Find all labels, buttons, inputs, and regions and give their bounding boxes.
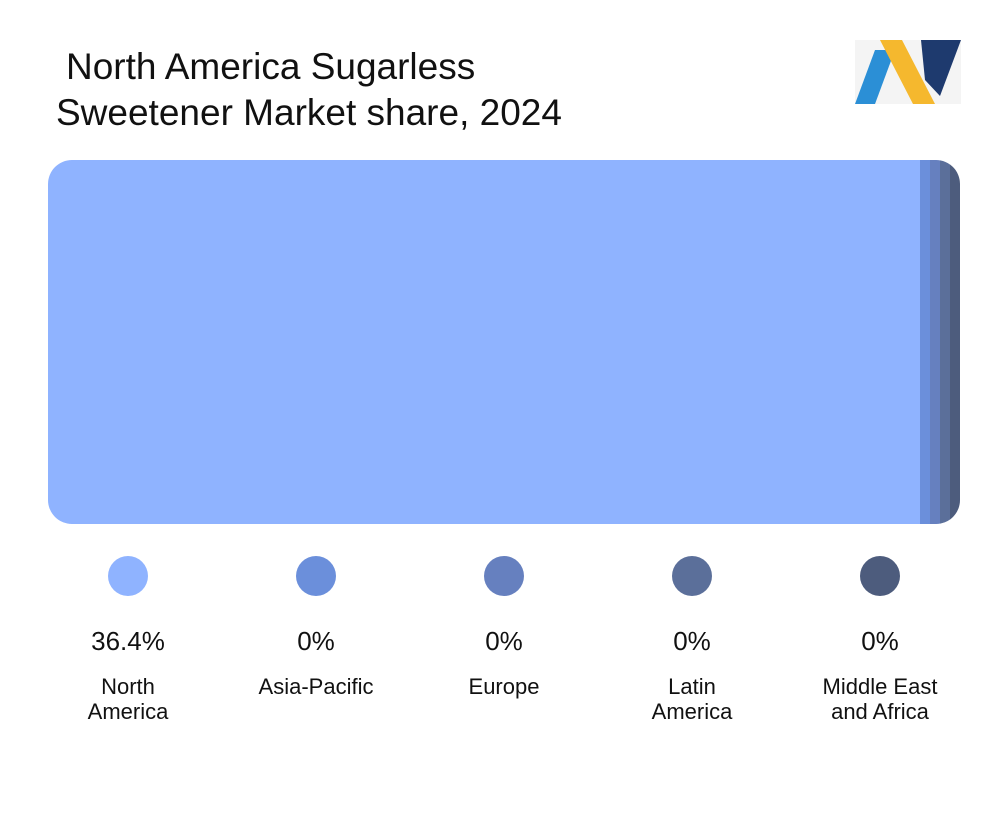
legend-label-latin-america: Latin America <box>651 674 733 724</box>
chart-title-line-2: Sweetener Market share, 2024 <box>56 92 562 133</box>
legend-value-middle-east-and-africa: 0% <box>861 626 899 656</box>
legend-value-asia-pacific: 0% <box>297 626 335 656</box>
legend-item-latin-america: 0% Latin America <box>598 556 786 724</box>
chart-title-line-1: North America Sugarless <box>66 46 476 87</box>
stacked-bar-chart <box>48 160 960 524</box>
legend-item-middle-east-and-africa: 0% Middle East and Africa <box>786 556 974 724</box>
legend-dot-middle-east-and-africa <box>860 556 900 596</box>
bar-segment-asia-pacific <box>920 160 931 524</box>
brand-logo-icon <box>855 40 961 104</box>
bar-segment-latin-america <box>940 160 951 524</box>
legend-item-asia-pacific: 0% Asia-Pacific <box>222 556 410 699</box>
bar-segment-north-america <box>48 160 921 524</box>
legend-dot-latin-america <box>672 556 712 596</box>
legend-item-north-america: 36.4% North America <box>34 556 222 724</box>
legend-dot-asia-pacific <box>296 556 336 596</box>
legend-value-latin-america: 0% <box>673 626 711 656</box>
legend-dot-europe <box>484 556 524 596</box>
legend-label-north-america: North America <box>87 674 169 724</box>
legend-label-middle-east-and-africa: Middle East and Africa <box>822 674 938 724</box>
legend-value-europe: 0% <box>485 626 523 656</box>
bar-segment-europe <box>930 160 941 524</box>
legend-label-asia-pacific: Asia-Pacific <box>258 674 374 699</box>
chart-title: North America Sugarless Sweetener Market… <box>56 44 562 136</box>
chart-legend: 36.4% North America 0% Asia-Pacific 0% Europe 0… <box>0 556 1008 756</box>
legend-dot-north-america <box>108 556 148 596</box>
legend-label-europe: Europe <box>468 674 540 699</box>
legend-value-north-america: 36.4% <box>91 626 165 656</box>
legend-item-europe: 0% Europe <box>410 556 598 699</box>
bar-segment-middle-east-and-africa <box>950 160 960 524</box>
